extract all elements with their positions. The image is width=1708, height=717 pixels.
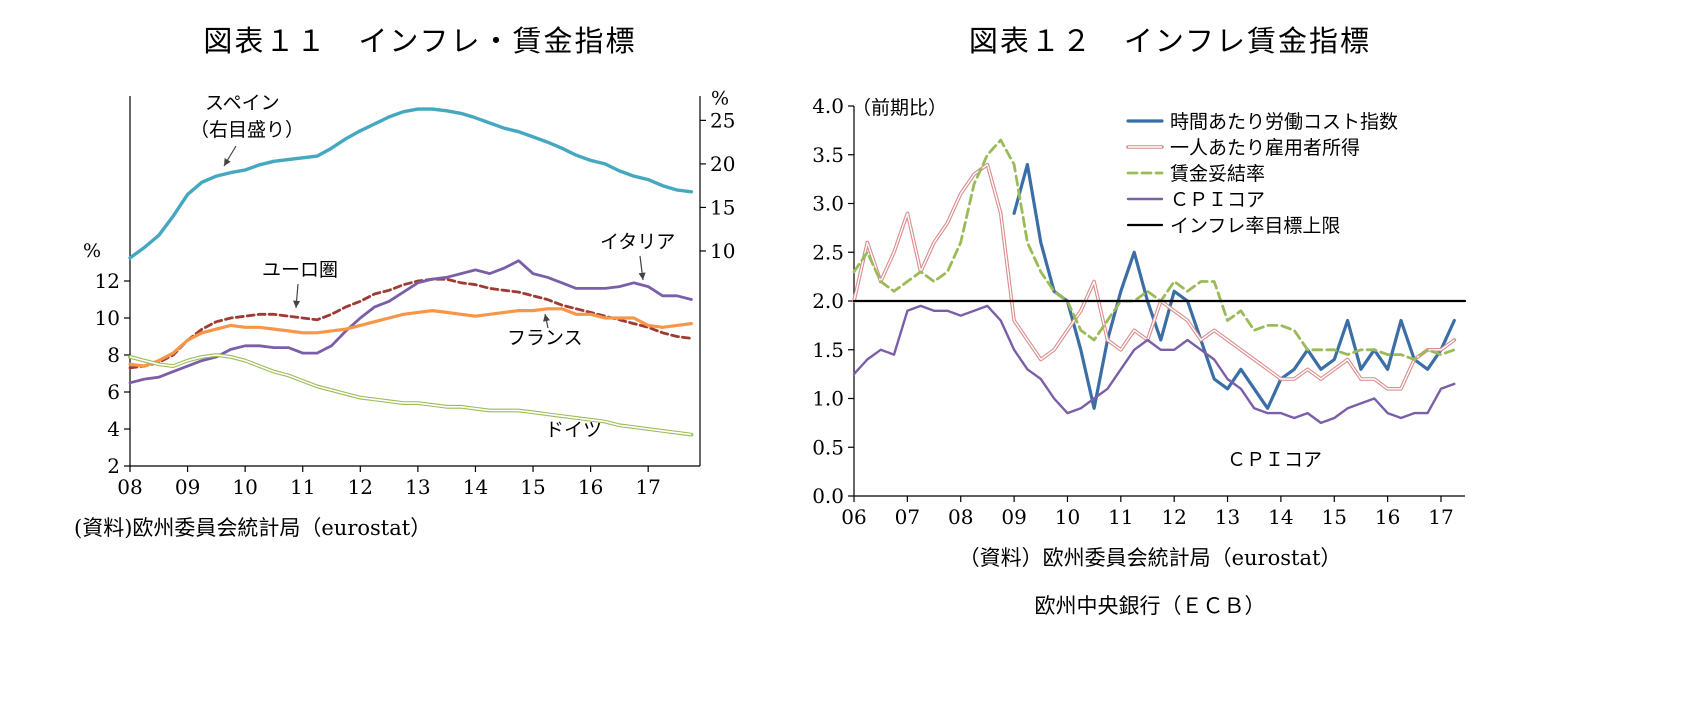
annotation-label: ユーロ圏 xyxy=(262,259,338,281)
y-tick-label: 12 xyxy=(95,269,120,293)
x-tick-label: 08 xyxy=(117,475,142,499)
chart-12-source-line1: （資料）欧州委員会統計局（eurostat） xyxy=(958,546,1342,570)
y-tick-label: 3.0 xyxy=(812,192,844,216)
x-tick-label: 15 xyxy=(1322,505,1347,529)
chart-12-source-line2: 欧州中央銀行（ＥＣＢ） xyxy=(1034,594,1266,618)
y-tick-label: 3.5 xyxy=(812,143,844,167)
y2-tick-label: 15 xyxy=(710,195,735,219)
y-tick-label: 1.5 xyxy=(812,338,844,362)
x-tick-label: 11 xyxy=(290,475,315,499)
italy-line xyxy=(128,259,693,385)
y-tick-label: 0.0 xyxy=(812,484,844,508)
y-tick-label: 10 xyxy=(95,306,120,330)
x-tick-label: 07 xyxy=(895,505,920,529)
y-tick-label: 0.5 xyxy=(812,435,844,459)
x-tick-label: 10 xyxy=(1055,505,1080,529)
annotation-arrow xyxy=(223,145,237,167)
legend-item: インフレ率目標上限 xyxy=(1126,215,1340,237)
annotation-label: スペイン xyxy=(205,92,280,114)
france-line xyxy=(128,307,693,368)
annotation-label: （前期比） xyxy=(852,97,947,119)
legend-label: 一人あたり雇用者所得 xyxy=(1170,137,1360,159)
annotation-label: ドイツ xyxy=(545,419,602,441)
spain-line xyxy=(128,107,694,260)
euro-area-line xyxy=(128,277,693,370)
x-tick-label: 14 xyxy=(463,475,488,499)
x-tick-label: 12 xyxy=(348,475,373,499)
chart-11: 図表１１ インフレ・賃金指標 2 4 6 8 10 12 10 15 20 25 08 09 10 11 1… xyxy=(40,8,800,542)
annotation-label: （右目盛り） xyxy=(190,119,304,141)
annotation-label: ＣＰＩコア xyxy=(1227,449,1322,471)
y-tick-label: 4 xyxy=(107,417,120,441)
germany-line-inner xyxy=(129,354,692,436)
x-tick-label: 13 xyxy=(1215,505,1240,529)
legend-label: インフレ率目標上限 xyxy=(1170,215,1340,237)
x-tick-label: 10 xyxy=(232,475,257,499)
series xyxy=(852,138,1467,425)
x-tick-label: 09 xyxy=(175,475,200,499)
x-tick-label: 15 xyxy=(520,475,545,499)
labor-cost-index-line xyxy=(1012,162,1456,410)
wage-settlement-rate-line xyxy=(852,138,1456,361)
x-tick-label: 11 xyxy=(1108,505,1133,529)
y2-tick-label: 10 xyxy=(710,239,735,263)
annotation-arrow xyxy=(293,283,301,309)
x-tick-label: 08 xyxy=(948,505,973,529)
legend-label: ＣＰＩコア xyxy=(1170,189,1265,211)
series xyxy=(128,107,694,437)
legend-item: 一人あたり雇用者所得 xyxy=(1126,137,1360,159)
y-tick-label: 8 xyxy=(107,343,120,367)
legend-label: 時間あたり労働コスト指数 xyxy=(1170,111,1398,133)
y-tick-label: 4.0 xyxy=(812,94,844,118)
compensation-per-employee-line-inner xyxy=(853,163,1455,390)
annotations: （前期比） ＣＰＩコア xyxy=(852,97,1322,471)
y2-tick-label: 20 xyxy=(710,152,735,176)
x-tick-label: 12 xyxy=(1161,505,1186,529)
legend-label: 賃金妥結率 xyxy=(1170,163,1265,185)
annotation-arrow xyxy=(638,255,646,281)
chart-12: 図表１２ インフレ賃金指標 0.0 0.5 1.0 1.5 2.0 2.5 3.0 3.5 4.… xyxy=(790,8,1550,620)
x-tick-label: 06 xyxy=(841,505,866,529)
y-tick-label: 2.0 xyxy=(812,289,844,313)
chart-11-title: 図表１１ インフレ・賃金指標 xyxy=(203,24,637,58)
axes: 0.0 0.5 1.0 1.5 2.0 2.5 3.0 3.5 4.0 06 07 08 09 10 11 1… xyxy=(812,94,1465,529)
chart-12-plot: 0.0 0.5 1.0 1.5 2.0 2.5 3.0 3.5 4.0 06 07 08 09 10 11 1… xyxy=(812,94,1467,529)
chart-12-title: 図表１２ インフレ賃金指標 xyxy=(968,24,1372,58)
y2-tick-label: 25 xyxy=(710,108,735,132)
legend-item: ＣＰＩコア xyxy=(1126,189,1265,211)
x-tick-label: 14 xyxy=(1268,505,1293,529)
y-axis-unit-label: % xyxy=(83,240,101,262)
axes: 2 4 6 8 10 12 10 15 20 25 08 09 10 11 12 13 14 15 16 17%% xyxy=(83,87,735,499)
y-tick-label: 2 xyxy=(107,454,120,478)
x-tick-label: 17 xyxy=(635,475,660,499)
y-tick-label: 6 xyxy=(107,380,120,404)
x-tick-label: 13 xyxy=(405,475,430,499)
chart-11-plot: 2 4 6 8 10 12 10 15 20 25 08 09 10 11 12 13 14 15 16 17%% スペ… xyxy=(83,87,735,499)
x-tick-label: 16 xyxy=(1375,505,1400,529)
x-tick-label: 16 xyxy=(578,475,603,499)
annotation-arrow xyxy=(542,313,551,329)
cpi-core-line xyxy=(852,304,1456,425)
y-tick-label: 2.5 xyxy=(812,240,844,264)
x-tick-label: 17 xyxy=(1428,505,1453,529)
legend-item: 時間あたり労働コスト指数 xyxy=(1126,111,1398,133)
y-tick-label: 1.0 xyxy=(812,387,844,411)
chart-11-source: (資料)欧州委員会統計局（eurostat） xyxy=(74,516,432,540)
annotation-label: フランス xyxy=(507,327,583,349)
annotation-label: イタリア xyxy=(600,231,675,253)
x-tick-label: 09 xyxy=(1001,505,1026,529)
y2-axis-unit-label: % xyxy=(711,87,729,109)
legend-item: 賃金妥結率 xyxy=(1126,163,1265,185)
